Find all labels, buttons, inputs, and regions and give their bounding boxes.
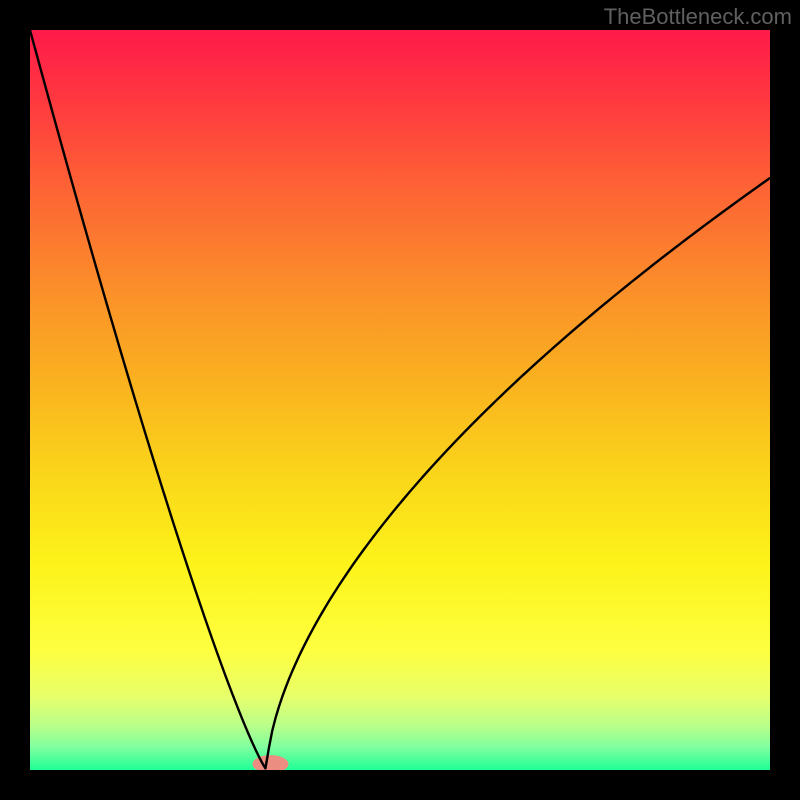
chart-svg xyxy=(30,30,770,770)
gradient-background xyxy=(30,30,770,770)
watermark-text: TheBottleneck.com xyxy=(604,4,792,30)
bottleneck-chart xyxy=(30,30,770,770)
